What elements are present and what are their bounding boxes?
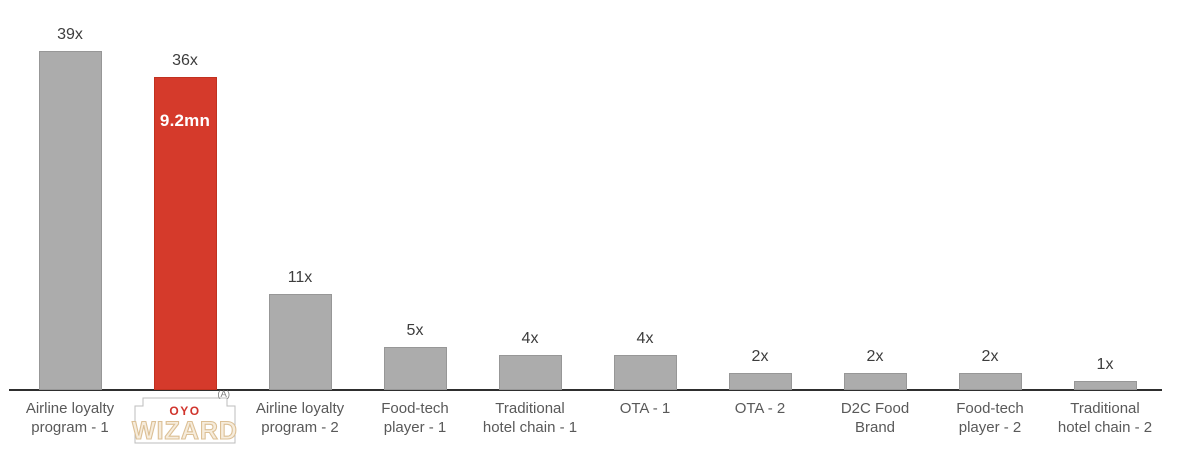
x-axis-line xyxy=(9,389,1162,391)
value-label: 2x xyxy=(981,348,999,365)
value-label: 39x xyxy=(57,26,83,43)
category-label: OTA - 2 xyxy=(734,400,786,417)
bar xyxy=(1073,381,1137,390)
category-label: Airline loyalty program - 1 xyxy=(25,400,115,437)
value-label: 1x xyxy=(1096,356,1114,373)
wizard-product-text: WIZARD xyxy=(131,417,238,445)
category-label: Food-tech player - 2 xyxy=(956,400,1024,437)
bar xyxy=(498,355,562,390)
bar xyxy=(383,347,447,390)
bar xyxy=(843,373,907,390)
category-label: Traditional hotel chain - 1 xyxy=(482,400,578,437)
value-label: 5x xyxy=(406,322,424,339)
bar xyxy=(613,355,677,390)
category-label: OTA - 1 xyxy=(619,400,671,417)
bar xyxy=(268,294,332,390)
value-label: 2x xyxy=(751,348,769,365)
bar xyxy=(958,373,1022,390)
bar xyxy=(728,373,792,390)
value-label: 4x xyxy=(521,330,539,347)
value-label: 11x xyxy=(287,269,313,286)
category-label: D2C Food Brand xyxy=(840,400,910,437)
ticket-outline-icon xyxy=(134,397,236,444)
category-label: Airline loyalty program - 2 xyxy=(255,400,345,437)
value-label: 4x xyxy=(636,330,654,347)
category-label: Traditional hotel chain - 2 xyxy=(1057,400,1153,437)
value-label: 36x xyxy=(172,52,198,69)
logo-footnote: (A) xyxy=(217,389,230,400)
highlight-annotation: 9.2mn xyxy=(159,111,211,130)
oyo-brand-text: OYO xyxy=(169,404,201,418)
bar xyxy=(38,51,102,390)
value-label: 2x xyxy=(866,348,884,365)
category-label: Food-tech player - 1 xyxy=(381,400,449,437)
bar-oyo-wizard: 9.2mn xyxy=(153,77,217,390)
oyo-wizard-logo: (A) OYO WIZARD xyxy=(131,389,237,444)
